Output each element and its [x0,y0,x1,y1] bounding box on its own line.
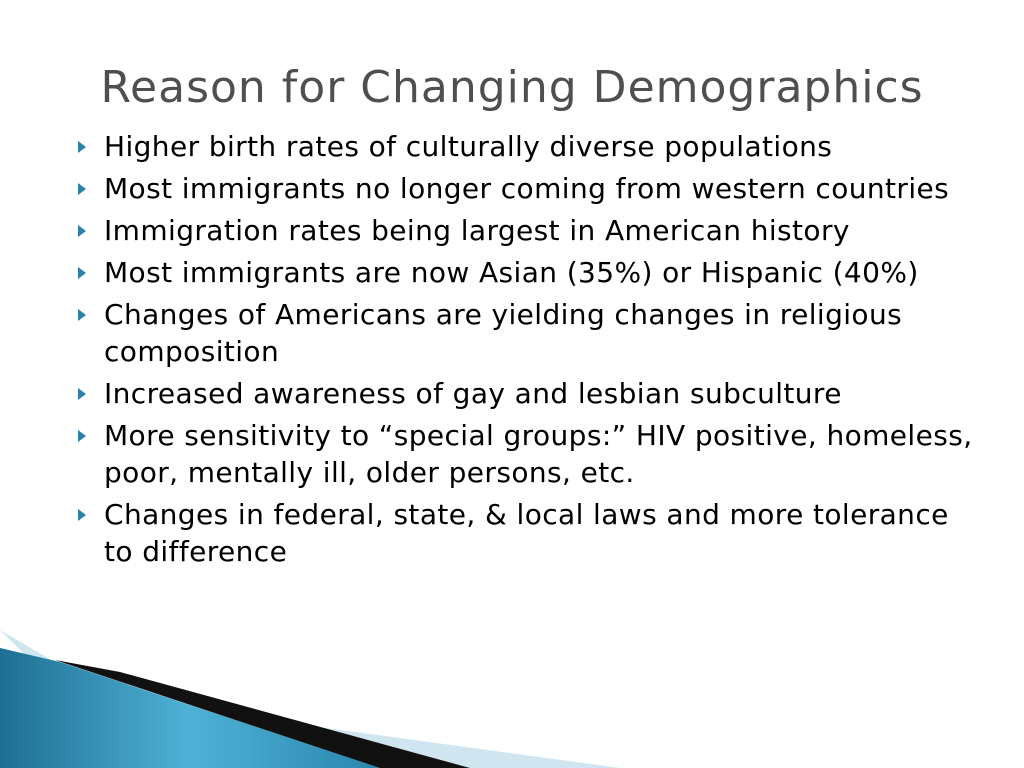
bullet-item: Most immigrants no longer coming from we… [78,170,974,207]
blue-wave [0,648,380,768]
bullet-item: Most immigrants are now Asian (35%) or H… [78,254,974,291]
bullet-item: Changes of Americans are yielding change… [78,296,974,370]
bullet-item: Changes in federal, state, & local laws … [78,496,974,570]
bullet-item: Immigration rates being largest in Ameri… [78,212,974,249]
dark-stripe [55,660,470,768]
bullet-item: Increased awareness of gay and lesbian s… [78,375,974,412]
bullet-list: Higher birth rates of culturally diverse… [78,128,974,575]
bullet-item: Higher birth rates of culturally diverse… [78,128,974,165]
slide-title: Reason for Changing Demographics [100,62,924,113]
bullet-item: More sensitivity to “special groups:” HI… [78,419,973,489]
